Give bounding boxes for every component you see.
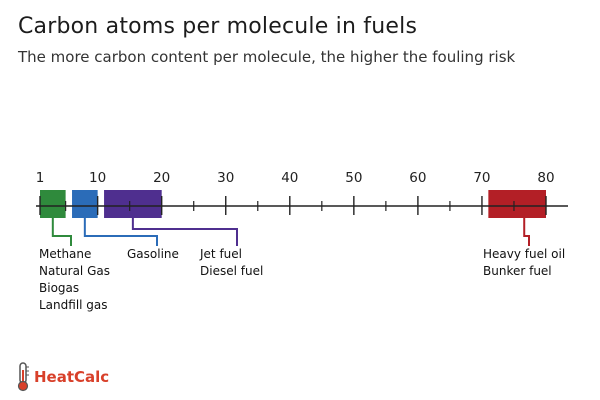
tick-label-70: 70	[473, 170, 490, 186]
fuel-label: Landfill gas	[39, 298, 108, 312]
chart-subtitle: The more carbon content per molecule, th…	[18, 48, 516, 66]
tick-label-1: 1	[36, 170, 45, 186]
tick-label-40: 40	[281, 170, 298, 186]
fuel-label: Diesel fuel	[200, 264, 263, 278]
axis-layer: 1 10 20 30 40 50 60 70 80	[36, 170, 568, 215]
range-bar-1	[72, 190, 98, 218]
connector-1	[83, 218, 158, 246]
range-bar-3	[488, 190, 546, 218]
ranges-layer	[40, 190, 546, 218]
fuel-label: Gasoline	[127, 247, 179, 261]
tick-label-60: 60	[409, 170, 426, 186]
range-bar-0	[40, 190, 66, 218]
fuel-label: Natural Gas	[39, 264, 110, 278]
chart-title: Carbon atoms per molecule in fuels	[18, 14, 418, 39]
tick-label-80: 80	[537, 170, 554, 186]
heatcalc-logo: HeatCalc	[16, 362, 109, 392]
logo-text: HeatCalc	[34, 368, 110, 386]
connector-2	[131, 218, 238, 246]
fuel-label: Heavy fuel oil	[483, 247, 565, 261]
tick-label-50: 50	[345, 170, 362, 186]
fuel-label: Methane	[39, 247, 91, 261]
tick-label-30: 30	[217, 170, 234, 186]
connectors-layer	[51, 218, 530, 246]
tick-label-10: 10	[89, 170, 106, 186]
connector-0	[51, 218, 72, 246]
connector-3	[523, 218, 530, 246]
thermometer-icon	[17, 362, 29, 392]
fuel-label: Jet fuel	[199, 247, 242, 261]
fuel-label: Biogas	[39, 281, 79, 295]
labels-layer: Methane Natural Gas Biogas Landfill gas Gaso…	[39, 247, 565, 312]
range-bar-2	[104, 190, 162, 218]
fuel-label: Bunker fuel	[483, 264, 552, 278]
tick-label-20: 20	[153, 170, 170, 186]
